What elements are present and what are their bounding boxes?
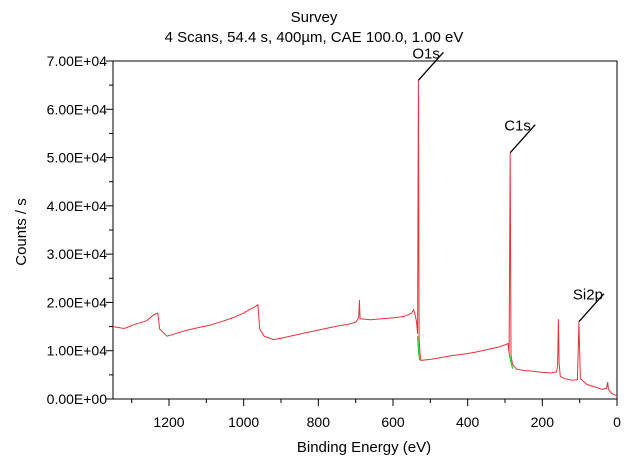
peak-label: Si2p: [573, 287, 603, 304]
y-axis-label: Counts / s: [13, 198, 30, 266]
peak-fit-line: [416, 336, 421, 361]
peak-pointer-line: [509, 124, 536, 154]
peak-pointer-line: [578, 293, 605, 323]
peak-label: O1s: [412, 45, 440, 62]
x-axis: 1200 1000 800 600 400 200 0: [131, 399, 621, 430]
x-tick-label: 1000: [228, 414, 259, 430]
y-tick-label: 7.00E+04: [47, 53, 108, 69]
plot-area-frame: [112, 60, 618, 400]
x-tick-label: 800: [307, 414, 331, 430]
x-tick-label: 1200: [153, 414, 184, 430]
annotations-layer: O1s C1s Si2p: [412, 45, 605, 323]
y-axis: 0.00E+00 1.00E+04 2.00E+04 3.00E+04 4.00E+04…: [47, 53, 113, 407]
y-tick-label: 0.00E+00: [47, 391, 108, 407]
y-tick-label: 5.00E+04: [47, 150, 108, 166]
y-tick-label: 4.00E+04: [47, 198, 108, 214]
x-tick-label: 200: [531, 414, 555, 430]
chart-title: Survey: [291, 9, 338, 26]
peak-label: C1s: [504, 118, 531, 135]
x-tick-label: 400: [456, 414, 480, 430]
peak-fit-line: [508, 352, 514, 369]
y-tick-label: 6.00E+04: [47, 101, 108, 117]
spectrum-line: [112, 80, 618, 397]
peak-pointer-line: [417, 51, 444, 81]
series-layer: [112, 80, 618, 397]
y-tick-label: 2.00E+04: [47, 294, 108, 310]
x-axis-label: Binding Energy (eV): [297, 439, 431, 456]
y-tick-label: 3.00E+04: [47, 246, 108, 262]
x-tick-label: 0: [613, 414, 621, 430]
x-tick-label: 600: [381, 414, 405, 430]
y-tick-label: 1.00E+04: [47, 343, 108, 359]
chart-subtitle: 4 Scans, 54.4 s, 400µm, CAE 100.0, 1.00 …: [165, 29, 464, 46]
peak-fit-layer: [416, 336, 514, 369]
